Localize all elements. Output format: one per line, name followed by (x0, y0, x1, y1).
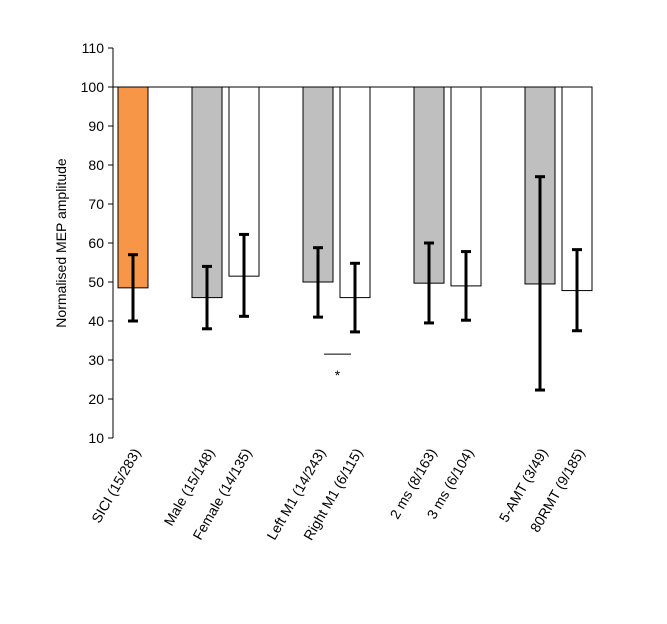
y-tick-label: 90 (88, 118, 104, 134)
error-bars (128, 175, 582, 392)
y-tick-label: 40 (88, 313, 104, 329)
y-tick-label: 100 (81, 79, 105, 95)
y-tick-label: 10 (88, 430, 104, 446)
y-axis: 10 20 30 40 50 60 70 80 90 100 110 (81, 40, 114, 446)
y-axis-label: Normalised MEP amplitude (53, 158, 69, 328)
category-label-1: SICI (15/283) (88, 446, 143, 526)
significance-annotation: * (324, 353, 351, 383)
y-tick-label: 60 (88, 235, 104, 251)
y-tick-label: 80 (88, 157, 104, 173)
significance-star: * (335, 367, 341, 383)
y-tick-label: 50 (88, 274, 104, 290)
y-tick-label: 70 (88, 196, 104, 212)
y-tick-label: 20 (88, 391, 104, 407)
y-tick-label: 30 (88, 352, 104, 368)
y-tick-label: 110 (82, 40, 105, 56)
category-labels: SICI (15/283) Male (15/148)Female (14/135… (88, 446, 587, 543)
